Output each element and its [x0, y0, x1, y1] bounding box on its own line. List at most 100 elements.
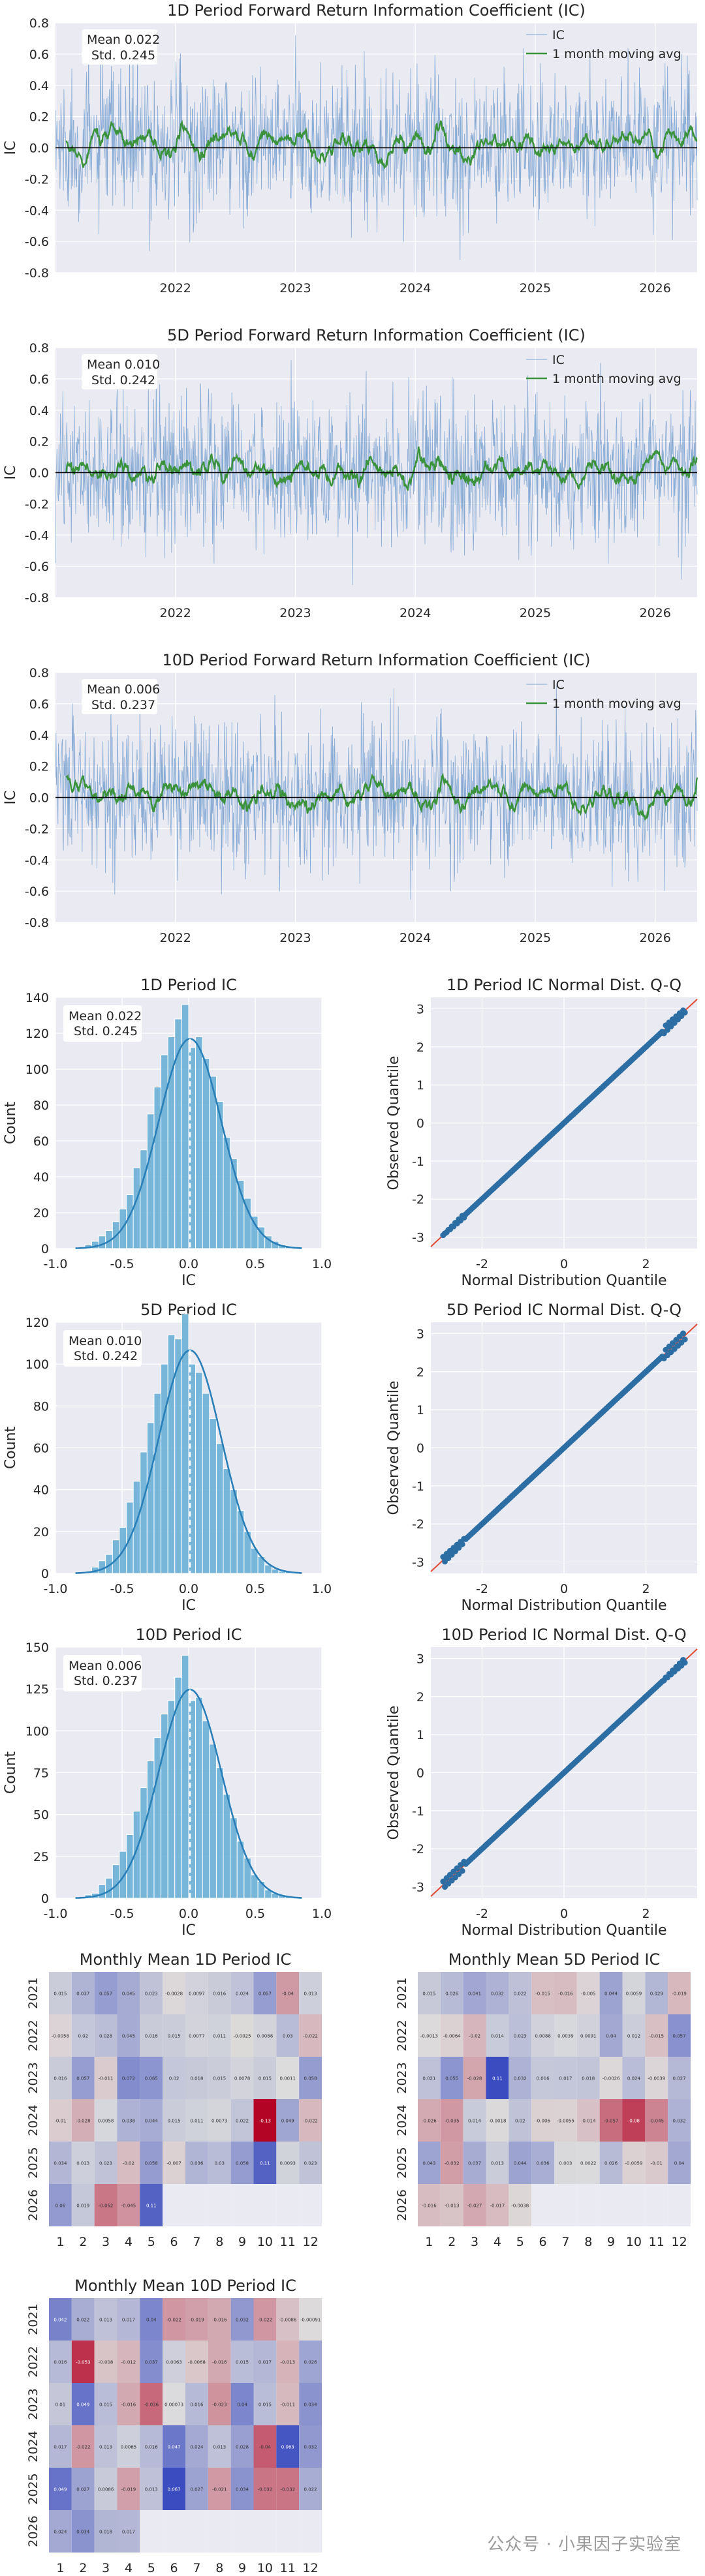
y-tick-label: 0.4 [29, 404, 49, 418]
heatmap-cell [230, 1972, 254, 2014]
heatmap-cell-label: -0.015 [649, 2034, 664, 2039]
heatmap-cell [49, 2425, 72, 2468]
heatmap-cell [94, 2057, 118, 2099]
year-label: 2024 [26, 2431, 40, 2462]
heatmap-cell [208, 2341, 231, 2383]
heatmap-cell-label: -0.022 [258, 2318, 273, 2323]
heatmap-cell [94, 2468, 118, 2510]
hist-bar [105, 1877, 113, 1899]
y-tick-label: 150 [25, 1641, 49, 1655]
heatmap-cell [140, 2510, 163, 2553]
heatmap-cell [668, 2142, 691, 2184]
y-tick-label: 0.8 [29, 666, 49, 680]
heatmap-cell-label: 0.045 [122, 2034, 135, 2039]
y-tick-label: 0.2 [29, 435, 49, 449]
y-tick-label: 0 [41, 1567, 49, 1581]
heatmap-cell [71, 2142, 95, 2184]
heatmap-cell [117, 2184, 140, 2226]
heatmap-cell [140, 2425, 163, 2468]
heatmap-cell [49, 2298, 72, 2341]
heatmap-cell-label: 0.036 [190, 2161, 204, 2166]
chart-title: 1D Period IC Normal Dist. Q-Q [446, 976, 682, 994]
hist-bar [209, 1418, 217, 1574]
heatmap-cell [163, 2099, 185, 2142]
heatmap-cell [509, 2057, 532, 2099]
stats-box [82, 679, 157, 714]
heatmap-cell-label: 0.049 [281, 2119, 294, 2124]
year-label: 2023 [395, 2062, 409, 2093]
year-label: 2021 [26, 2303, 40, 2335]
heatmap-cell [140, 1972, 163, 2014]
stats-mean-label: Mean 0.006 [87, 682, 160, 697]
heatmap-cell-label: 0.016 [190, 2402, 204, 2408]
heatmap-cell-label: 0.04 [674, 2161, 685, 2166]
heatmap-cell [486, 1972, 509, 2014]
heatmap-cell-label: 0.045 [122, 1992, 135, 1997]
heatmap-cell-label: -0.011 [99, 2076, 114, 2082]
heatmap-cell-label: 0.034 [236, 2487, 249, 2493]
heatmap-cell [49, 2184, 72, 2226]
heatmap-cell-label: 0.04 [606, 2034, 616, 2039]
heatmap-cell-label: 0.018 [99, 2530, 112, 2535]
x-tick-label: 2 [642, 1257, 650, 1271]
heatmap-cell [276, 2341, 300, 2383]
heatmap-cell-label: 0.015 [54, 1992, 67, 1997]
heatmap-cell [230, 2184, 254, 2226]
year-label: 2022 [395, 2020, 409, 2051]
y-tick-label: 20 [33, 1206, 49, 1220]
year-label: 2022 [26, 2020, 40, 2051]
heatmap-cell [71, 2383, 95, 2425]
month-label: 9 [238, 2561, 246, 2573]
chart-title: 1D Period Forward Return Information Coe… [167, 1, 586, 20]
month-label: 11 [280, 2235, 296, 2249]
heatmap-cell [230, 2510, 254, 2553]
heatmap-cell [440, 2057, 463, 2099]
heatmap-cell-label: -0.0018 [488, 2119, 506, 2124]
hist-bar [195, 1037, 203, 1249]
heatmap-cell-label: 0.016 [54, 2076, 67, 2082]
heatmap-cell-label: 0.013 [304, 1992, 317, 1997]
y-tick-label: 0 [41, 1242, 49, 1256]
heatmap-cell-label: 0.027 [190, 2487, 203, 2493]
x-tick-label: -0.5 [110, 1257, 134, 1271]
month-label: 5 [148, 2235, 155, 2249]
heatmap-cell [117, 1972, 140, 2014]
heatmap-cell [253, 2468, 277, 2510]
heatmap-cell-label: -0.04 [259, 2445, 272, 2450]
month-label: 10 [257, 2235, 273, 2249]
y-tick-label: 100 [25, 1063, 49, 1077]
heatmap-cell-label: -0.011 [280, 2402, 295, 2408]
heatmap-cell [463, 2184, 486, 2226]
hist-bar [167, 1334, 176, 1574]
hist-bar [209, 1744, 217, 1899]
x-tick-label: 2023 [279, 281, 311, 295]
y-tick-label: 120 [25, 1027, 49, 1041]
heatmap-cell-label: 0.057 [99, 1992, 112, 1997]
heatmap-cell [554, 2142, 577, 2184]
heatmap-cell [299, 2510, 322, 2553]
heatmap-cell [230, 2425, 254, 2468]
y-tick-label: 0.0 [29, 791, 49, 806]
month-label: 6 [170, 2561, 178, 2573]
hist-bar [161, 1363, 168, 1574]
heatmap-cell [463, 2099, 486, 2142]
heatmap-cell-label: 0.013 [76, 2161, 89, 2166]
moving-avg-line [65, 119, 698, 170]
hist-bar [195, 1372, 203, 1574]
heatmap-cell [140, 2383, 163, 2425]
heatmap-cell-label: 0.037 [468, 2161, 481, 2166]
heatmap-cell [163, 2184, 185, 2226]
heatmap-cell [208, 2014, 231, 2057]
heatmap-cell-label: -0.016 [422, 2204, 437, 2209]
histogram-chart-1: 1D Period IC 140 120 100 80 60 40 20 0-1.0 -0.5 0.… [3, 976, 332, 1289]
y-tick-label: 0.4 [29, 729, 49, 743]
heatmap-cell [49, 2142, 72, 2184]
heatmap-cell [299, 2298, 322, 2341]
heatmap-cell [622, 2057, 646, 2099]
legend-ma-label: 1 month moving avg [552, 697, 682, 711]
heatmap-cell-label: 0.018 [582, 2076, 595, 2082]
heatmap-cell-label: 0.034 [54, 2161, 67, 2166]
x-tick-label: -2 [476, 1907, 488, 1921]
heatmap-cell-label: -0.026 [422, 2119, 437, 2124]
heatmap-cell-label: 0.015 [99, 2402, 112, 2408]
